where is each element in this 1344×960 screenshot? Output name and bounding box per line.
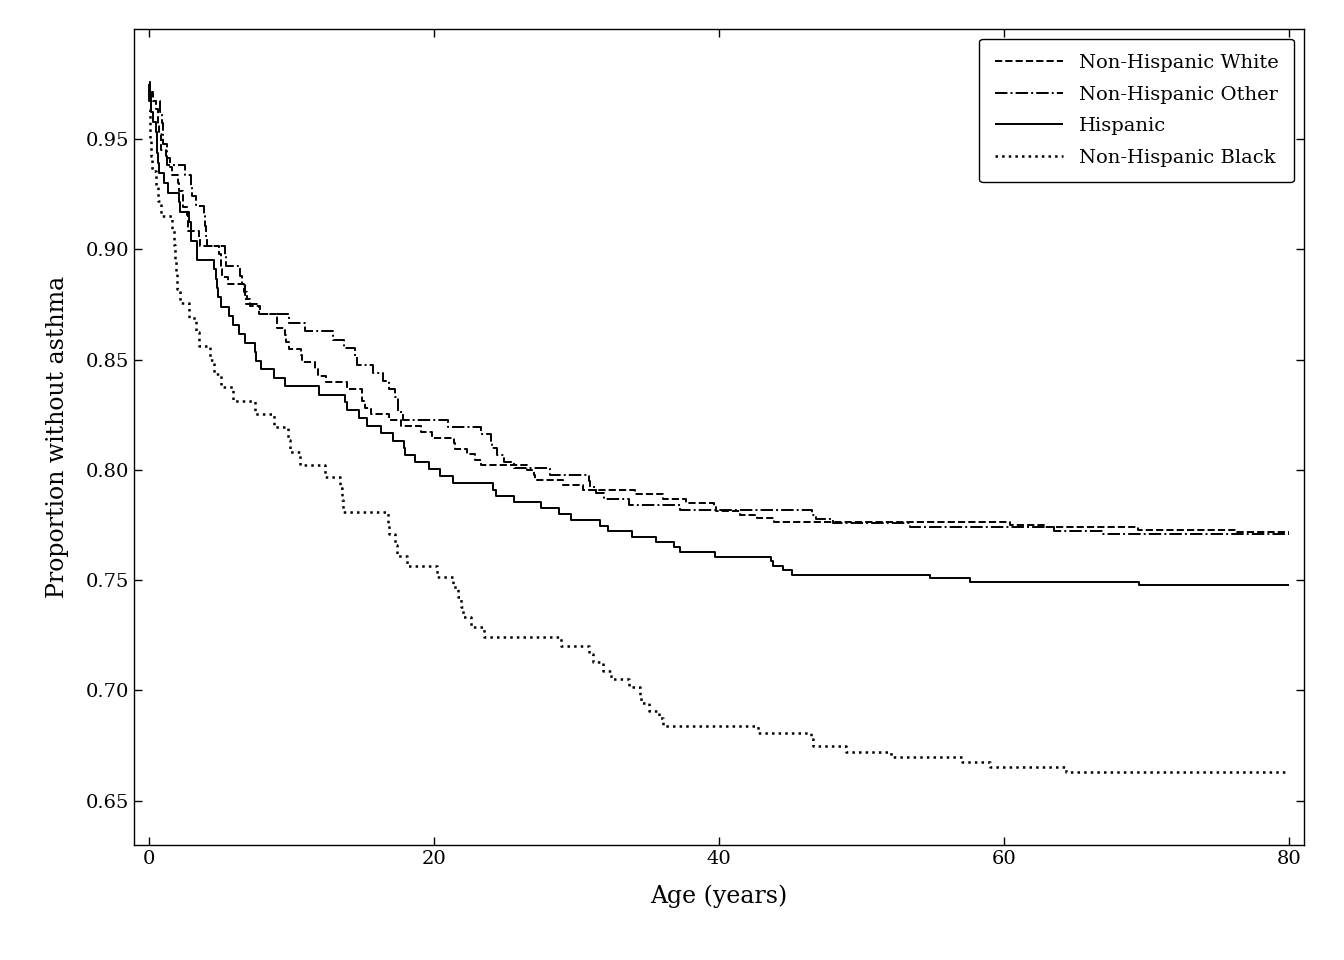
Non-Hispanic Black bbox=[141, 105, 157, 116]
Non-Hispanic White bbox=[191, 225, 207, 236]
Hispanic bbox=[1281, 579, 1297, 590]
Non-Hispanic White bbox=[1228, 526, 1245, 538]
Non-Hispanic Black bbox=[206, 354, 222, 366]
Hispanic bbox=[141, 76, 157, 87]
Non-Hispanic Black bbox=[332, 470, 348, 482]
Non-Hispanic Black bbox=[144, 150, 160, 161]
Non-Hispanic White bbox=[214, 271, 230, 282]
Non-Hispanic Other bbox=[1281, 528, 1297, 540]
Non-Hispanic Other bbox=[595, 487, 612, 498]
Non-Hispanic Other bbox=[152, 107, 168, 118]
Non-Hispanic Other bbox=[1095, 528, 1111, 540]
Non-Hispanic Other bbox=[141, 84, 157, 96]
Non-Hispanic White bbox=[148, 95, 164, 107]
Non-Hispanic Black bbox=[149, 195, 165, 206]
Line: Hispanic: Hispanic bbox=[149, 82, 1289, 585]
Non-Hispanic Other bbox=[231, 270, 247, 281]
X-axis label: Age (years): Age (years) bbox=[650, 884, 788, 908]
Non-Hispanic White bbox=[277, 322, 293, 333]
Hispanic bbox=[784, 569, 800, 581]
Hispanic bbox=[431, 464, 448, 475]
Non-Hispanic Black bbox=[641, 697, 657, 708]
Non-Hispanic Black bbox=[1281, 766, 1297, 778]
Non-Hispanic Other bbox=[507, 463, 523, 474]
Y-axis label: Proportion without asthma: Proportion without asthma bbox=[47, 276, 70, 598]
Non-Hispanic Black bbox=[153, 210, 169, 222]
Non-Hispanic White bbox=[141, 78, 157, 89]
Hispanic bbox=[148, 116, 164, 128]
Non-Hispanic White bbox=[151, 128, 167, 139]
Non-Hispanic Other bbox=[825, 517, 841, 529]
Hispanic bbox=[1130, 579, 1146, 590]
Line: Non-Hispanic Other: Non-Hispanic Other bbox=[149, 90, 1289, 534]
Non-Hispanic White bbox=[253, 308, 269, 320]
Legend: Non-Hispanic White, Non-Hispanic Other, Hispanic, Non-Hispanic Black: Non-Hispanic White, Non-Hispanic Other, … bbox=[980, 38, 1294, 182]
Hispanic bbox=[962, 572, 978, 584]
Line: Non-Hispanic White: Non-Hispanic White bbox=[149, 84, 1289, 532]
Hispanic bbox=[485, 477, 501, 489]
Hispanic bbox=[407, 449, 423, 461]
Non-Hispanic White bbox=[1281, 526, 1297, 538]
Non-Hispanic Black bbox=[1058, 766, 1074, 778]
Line: Non-Hispanic Black: Non-Hispanic Black bbox=[149, 110, 1289, 772]
Non-Hispanic Other bbox=[152, 96, 168, 108]
